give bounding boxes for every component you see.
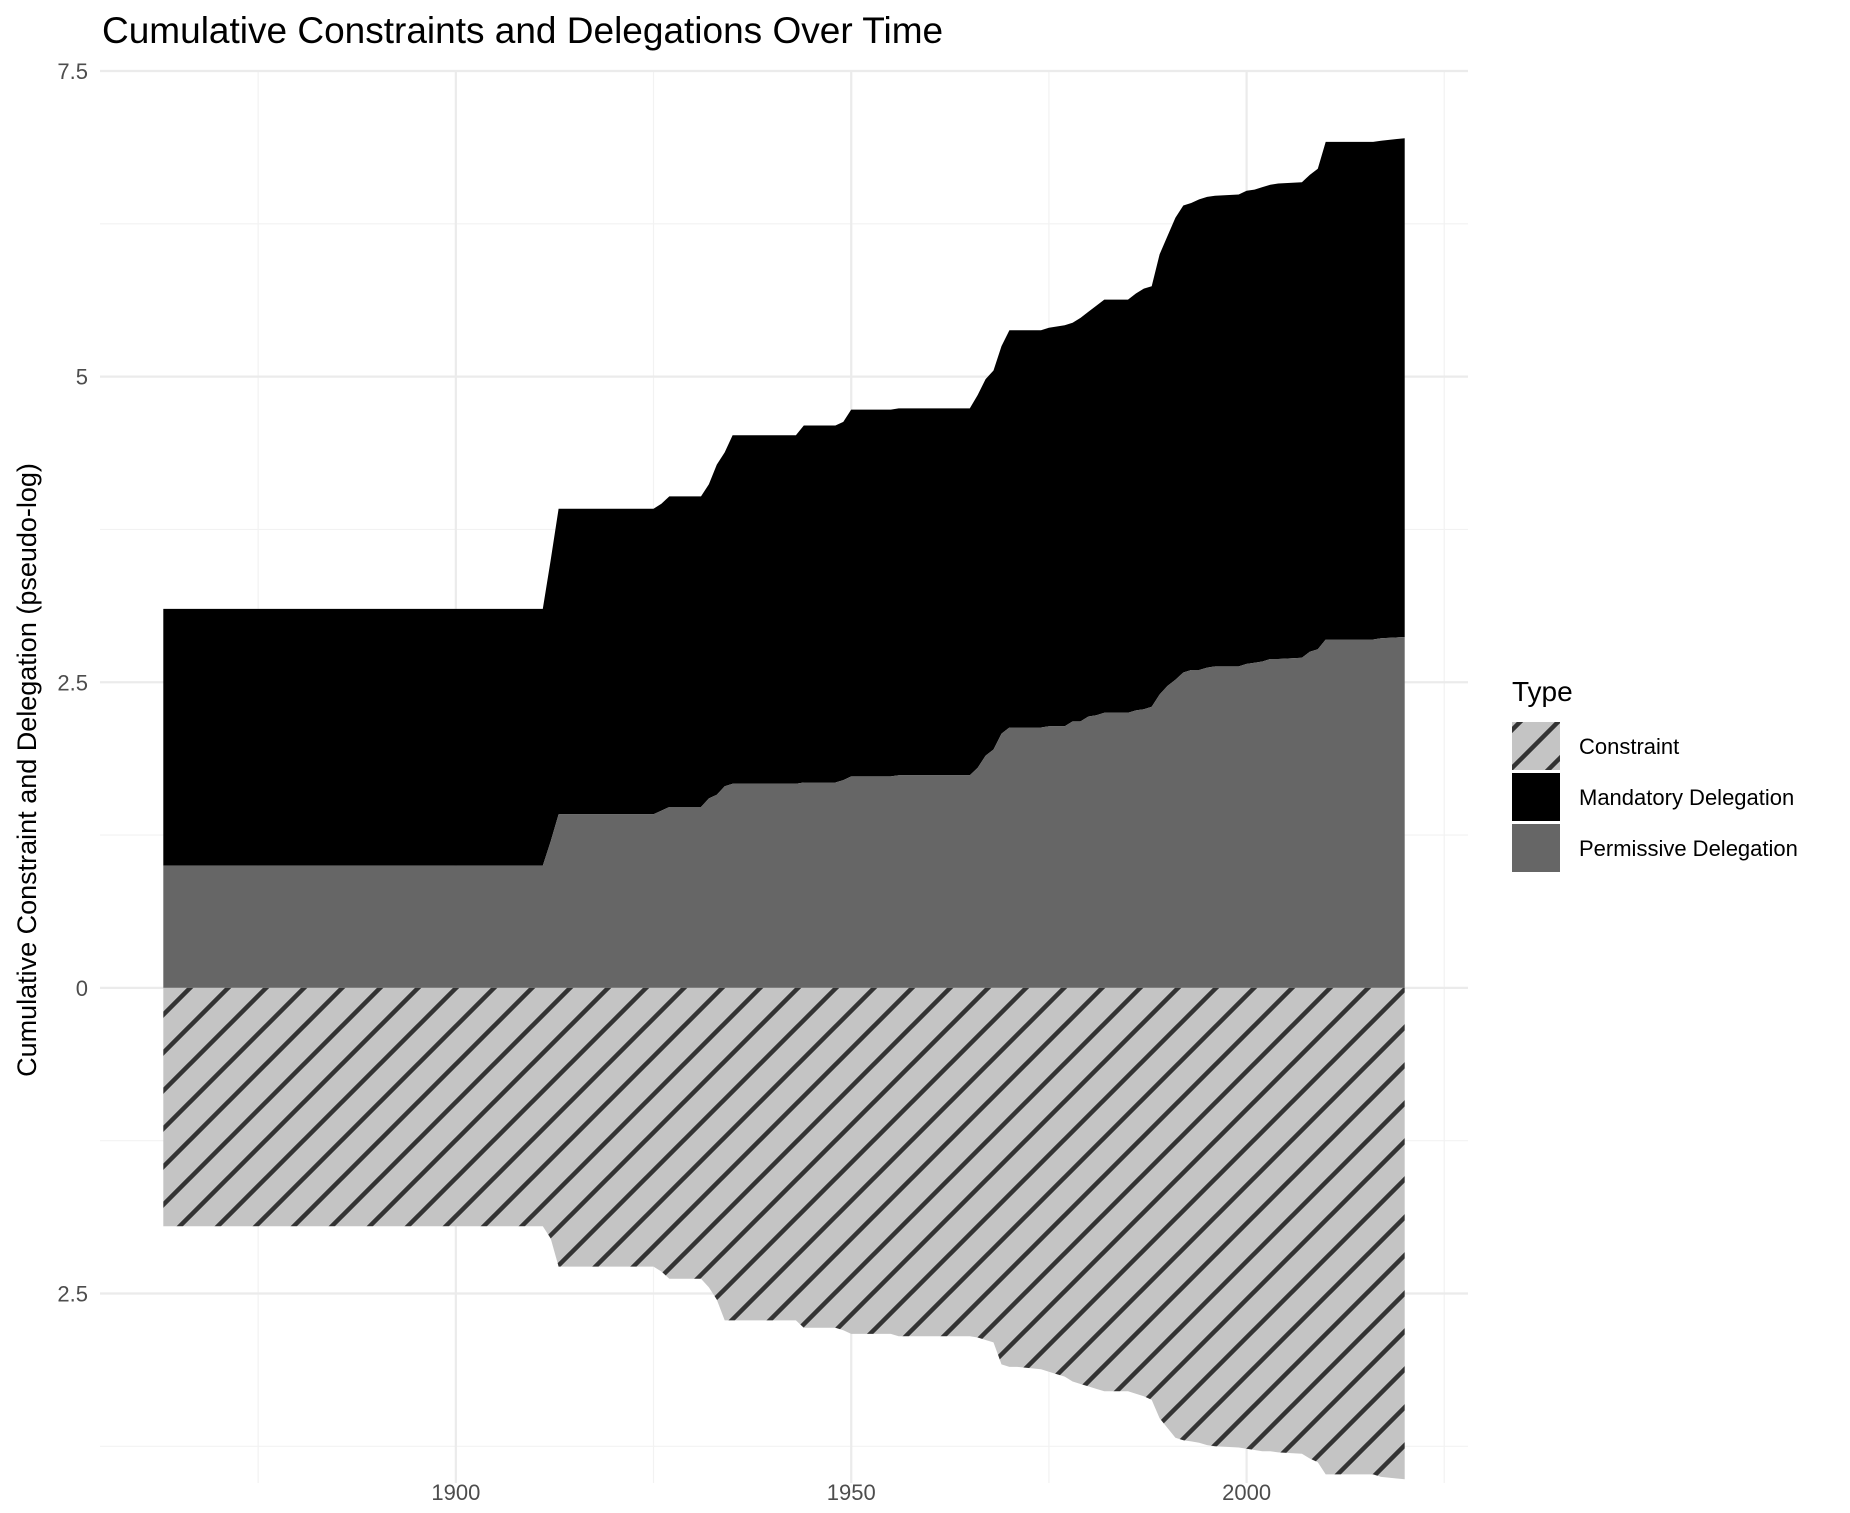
y-tick-label: 7.5 (57, 59, 88, 84)
y-tick-label: 5 (76, 365, 88, 390)
x-tick-label: 2000 (1222, 1480, 1271, 1505)
series-constraint-area (163, 987, 1405, 1480)
legend-key-constraint (1512, 722, 1560, 770)
axis-layer: 1900 1950 2000 7.5 5 2.5 0 2.5 (57, 59, 1271, 1505)
y-axis-title: Cumulative Constraint and Delegation (ps… (12, 463, 42, 1077)
y-tick-label: 2.5 (57, 670, 88, 695)
series-mandatory-delegation-area (163, 138, 1405, 866)
x-tick-label: 1950 (827, 1480, 876, 1505)
legend-title: Type (1512, 676, 1573, 707)
series-permissive-delegation-area (163, 637, 1405, 988)
area-layer (163, 138, 1405, 1480)
legend-key-mandatory-delegation (1512, 773, 1560, 821)
legend-key-permissive-delegation (1512, 824, 1560, 872)
chart-title: Cumulative Constraints and Delegations O… (102, 10, 943, 51)
legend-label-constraint: Constraint (1579, 734, 1679, 759)
legend-label-mandatory-delegation: Mandatory Delegation (1579, 785, 1794, 810)
y-tick-label: 2.5 (57, 1282, 88, 1307)
legend-label-permissive-delegation: Permissive Delegation (1579, 836, 1798, 861)
legend-items: Constraint Mandatory Delegation Permissive… (1512, 722, 1798, 872)
y-tick-label: 0 (76, 976, 88, 1001)
legend: Type Constraint Mandatory Delegation Permi… (1512, 676, 1798, 872)
x-tick-label: 1900 (431, 1480, 480, 1505)
